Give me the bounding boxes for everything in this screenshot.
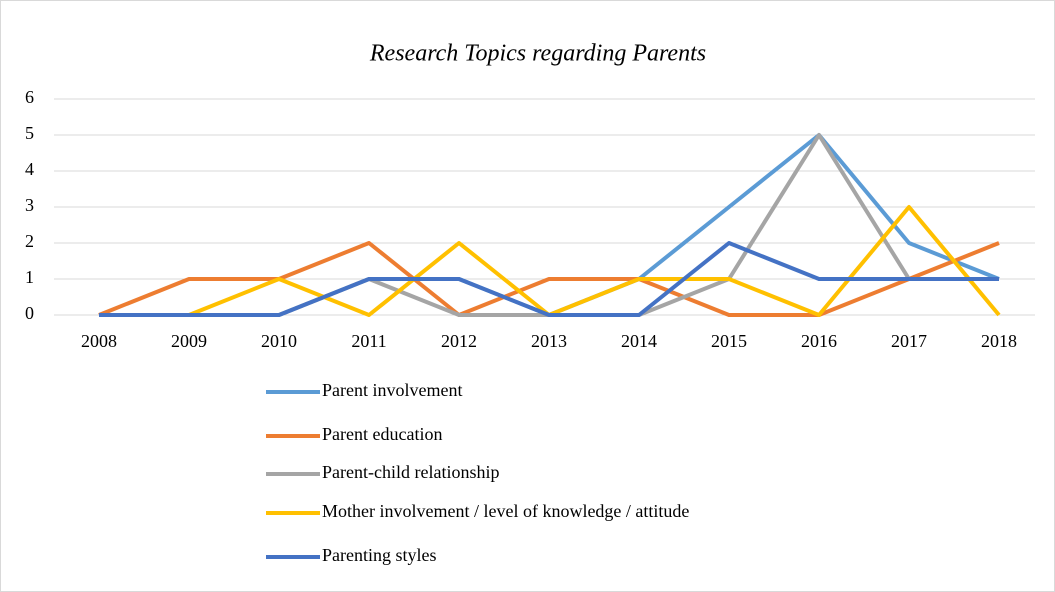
legend-label: Parent education xyxy=(322,424,442,444)
legend-label: Parent-child relationship xyxy=(322,462,499,482)
y-tick-label: 6 xyxy=(25,87,34,107)
x-tick-label: 2008 xyxy=(81,331,117,351)
series-line xyxy=(98,241,1000,317)
legend-label: Parent involvement xyxy=(322,380,462,400)
x-tick-label: 2015 xyxy=(711,331,747,351)
x-tick-label: 2011 xyxy=(351,331,386,351)
x-tick-label: 2018 xyxy=(981,331,1017,351)
x-tick-label: 2014 xyxy=(621,331,657,351)
y-tick-label: 4 xyxy=(25,159,34,179)
y-tick-label: 3 xyxy=(25,195,34,215)
y-tick-label: 5 xyxy=(25,123,34,143)
legend-label: Mother involvement / level of knowledge … xyxy=(322,501,689,521)
y-tick-label: 0 xyxy=(25,303,34,323)
series-line xyxy=(99,241,999,317)
x-tick-label: 2013 xyxy=(531,331,567,351)
x-tick-label: 2009 xyxy=(171,331,207,351)
x-tick-label: 2012 xyxy=(441,331,477,351)
y-tick-label: 1 xyxy=(25,267,34,287)
x-tick-label: 2010 xyxy=(261,331,297,351)
legend-label: Parenting styles xyxy=(322,545,437,565)
chart-title: Research Topics regarding Parents xyxy=(369,41,706,67)
x-tick-label: 2016 xyxy=(801,331,837,351)
x-tick-label: 2017 xyxy=(891,331,927,351)
y-tick-label: 2 xyxy=(25,231,34,251)
